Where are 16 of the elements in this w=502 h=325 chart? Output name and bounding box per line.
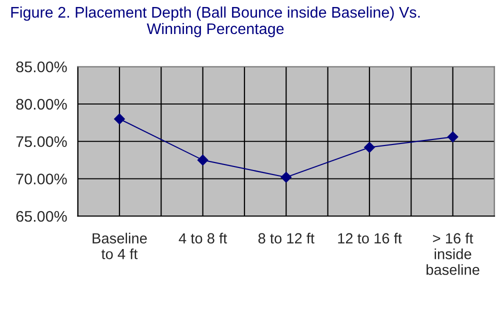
point — [364, 142, 375, 153]
point — [280, 172, 292, 183]
x-tick-label: 4 to 8 ft — [178, 232, 228, 244]
point — [197, 154, 208, 166]
x-tick-label: 12 to 16 ft — [338, 232, 402, 244]
chart-title: Figure 2. Placement Depth (Ball Bounce inside Baseline) Vs. Winning Percentage — [11, 6, 420, 38]
x-tick-label: > 16 ft inside baseline — [426, 232, 480, 275]
y-tick-label: 85.00% — [16, 61, 67, 72]
y-tick-label: 65.00% — [16, 210, 67, 222]
point — [114, 114, 125, 124]
y-tick-label: 80.00% — [16, 98, 67, 110]
y-tick-label: 75.00% — [16, 136, 67, 148]
x-tick-label: 8 to 12 ft — [258, 232, 314, 244]
x-tick-label: Baseline to 4 ft — [92, 232, 147, 260]
y-tick-label: 70.00% — [16, 174, 67, 184]
point — [447, 131, 458, 142]
